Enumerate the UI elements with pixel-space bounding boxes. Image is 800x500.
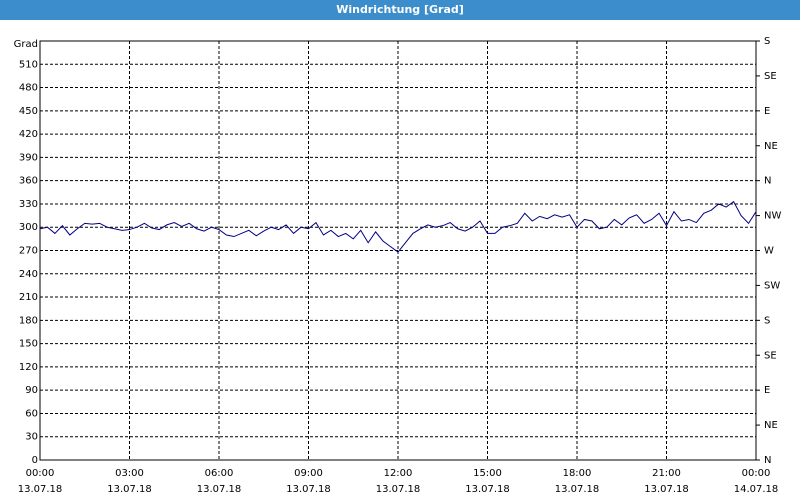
x-tick-date: 13.07.18 xyxy=(376,484,421,495)
y2-tick-label: NW xyxy=(764,211,781,222)
y2-tick-label: E xyxy=(764,106,770,117)
x-tick-label: 00:00 xyxy=(26,468,55,479)
x-tick-label: 21:00 xyxy=(652,468,681,479)
x-tick-label: 06:00 xyxy=(205,468,234,479)
y2-tick-label: NE xyxy=(764,141,778,152)
x-tick-date: 13.07.18 xyxy=(644,484,689,495)
y2-tick-label: S xyxy=(764,36,770,47)
y-tick-label: 420 xyxy=(19,129,38,140)
y-tick-label: 360 xyxy=(19,176,38,187)
y-tick-label: 450 xyxy=(19,106,38,117)
x-tick-date: 13.07.18 xyxy=(197,484,242,495)
y-tick-label: 150 xyxy=(19,339,38,350)
y-tick-label: 30 xyxy=(25,432,38,443)
y-tick-label: 510 xyxy=(19,59,38,70)
x-tick-date: 14.07.18 xyxy=(734,484,779,495)
plot-frame xyxy=(39,40,757,461)
y2-tick-label: N xyxy=(764,176,771,187)
y-tick-label: 390 xyxy=(19,152,38,163)
x-tick-date: 13.07.18 xyxy=(286,484,331,495)
y-tick-label: 180 xyxy=(19,315,38,326)
x-tick-date: 13.07.18 xyxy=(555,484,600,495)
title-bar xyxy=(0,0,800,20)
y-tick-label: 240 xyxy=(19,269,38,280)
y2-tick-label: N xyxy=(764,455,771,466)
y-tick-label: 0 xyxy=(32,455,38,466)
y2-tick-label: NE xyxy=(764,420,778,431)
y2-tick-label: E xyxy=(764,385,770,396)
x-tick-label: 12:00 xyxy=(384,468,413,479)
y2-tick-label: SE xyxy=(764,350,777,361)
chart-title: Windrichtung [Grad] xyxy=(336,3,464,16)
y2-tick-label: S xyxy=(764,315,770,326)
y2-tick-label: SW xyxy=(764,280,780,291)
y-tick-label: 270 xyxy=(19,246,38,257)
y2-tick-label: W xyxy=(764,246,774,257)
y-tick-label: 210 xyxy=(19,292,38,303)
y-tick-label: 90 xyxy=(25,385,38,396)
y-tick-label: 480 xyxy=(19,83,38,94)
y-tick-label: 330 xyxy=(19,199,38,210)
x-tick-label: 18:00 xyxy=(563,468,592,479)
y-axis-label: Grad xyxy=(14,39,38,50)
y2-tick-label: SE xyxy=(764,71,777,82)
y-tick-label: 120 xyxy=(19,362,38,373)
x-tick-label: 15:00 xyxy=(473,468,502,479)
x-tick-label: 00:00 xyxy=(742,468,771,479)
x-tick-date: 13.07.18 xyxy=(18,484,63,495)
x-tick-date: 13.07.18 xyxy=(107,484,152,495)
x-tick-label: 09:00 xyxy=(294,468,323,479)
x-tick-label: 03:00 xyxy=(115,468,144,479)
wind-direction-line xyxy=(39,200,757,253)
x-tick-date: 13.07.18 xyxy=(465,484,510,495)
y-tick-label: 300 xyxy=(19,222,38,233)
y-tick-label: 60 xyxy=(25,408,38,419)
